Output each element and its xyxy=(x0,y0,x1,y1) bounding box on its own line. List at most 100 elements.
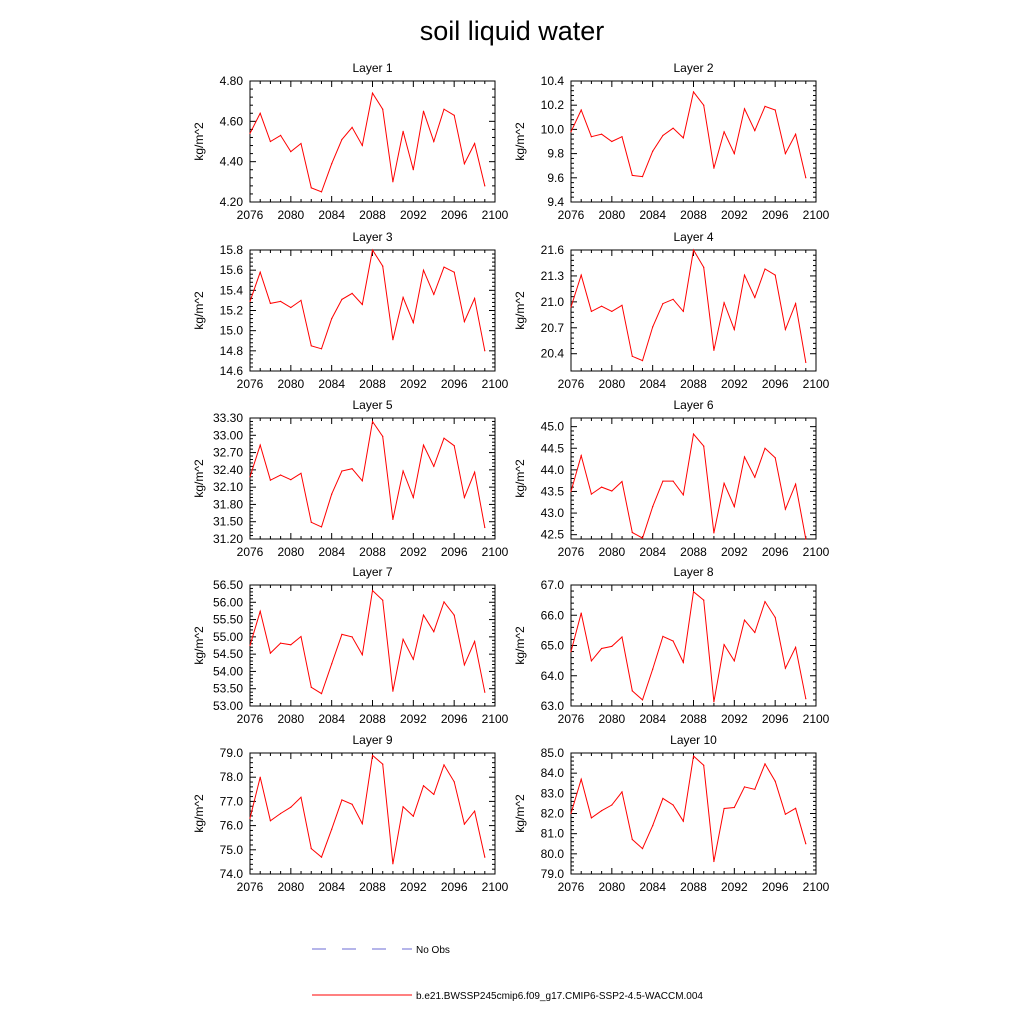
x-tick-label: 2096 xyxy=(762,712,789,726)
data-point xyxy=(703,104,705,106)
y-tick-label: 43.5 xyxy=(541,484,565,498)
data-point xyxy=(590,660,593,662)
x-tick-label: 2080 xyxy=(598,880,625,894)
data-point xyxy=(662,480,664,482)
data-point xyxy=(795,807,797,809)
y-tick-label: 53.50 xyxy=(213,682,243,696)
chart-panel: Layer 4 2076 2080 2084 2088 2092 2096 2100 20.4 2… xyxy=(513,230,830,391)
chart-panel: Layer 3 2076 2080 2084 2088 2092 2096 2100 14.6 1… xyxy=(192,230,509,391)
y-tick-label: 80.0 xyxy=(541,847,565,861)
x-tick-label: 2080 xyxy=(598,712,625,726)
data-point xyxy=(692,91,695,93)
data-point xyxy=(692,591,695,593)
data-point xyxy=(341,633,343,636)
data-point xyxy=(590,136,593,138)
data-point xyxy=(402,470,404,472)
x-tick-label: 2076 xyxy=(558,712,585,726)
data-point xyxy=(310,187,312,189)
data-point xyxy=(300,299,302,301)
data-point xyxy=(484,350,486,352)
data-point xyxy=(590,310,593,312)
data-point xyxy=(662,797,664,800)
data-point xyxy=(795,133,797,135)
data-point xyxy=(611,490,613,492)
y-tick-label: 83.0 xyxy=(541,786,565,800)
data-point xyxy=(641,848,644,850)
data-point xyxy=(290,479,292,481)
data-point xyxy=(382,763,384,765)
data-point xyxy=(320,348,323,350)
data-point xyxy=(692,249,695,251)
x-tick-label: 2092 xyxy=(400,712,427,726)
data-point xyxy=(601,133,603,135)
data-point xyxy=(310,345,312,347)
data-point xyxy=(723,482,725,484)
data-point xyxy=(433,293,435,295)
x-tick-label: 2084 xyxy=(318,208,345,222)
data-point xyxy=(733,660,735,662)
data-point xyxy=(320,856,323,858)
data-point xyxy=(310,521,312,523)
data-point xyxy=(733,153,735,155)
y-tick-label: 74.0 xyxy=(220,867,244,881)
x-tick-label: 2088 xyxy=(359,208,386,222)
data-point xyxy=(754,631,756,634)
x-tick-label: 2088 xyxy=(359,545,386,559)
panel-title: Layer 2 xyxy=(673,61,713,75)
y-tick-label: 43.0 xyxy=(541,506,565,520)
data-point xyxy=(259,444,261,446)
data-point xyxy=(795,483,797,485)
data-point xyxy=(382,108,384,110)
y-tick-label: 15.2 xyxy=(220,304,244,318)
y-axis-label: kg/m^2 xyxy=(192,122,206,161)
data-point xyxy=(713,860,715,863)
data-point xyxy=(341,799,343,801)
y-tick-label: 31.20 xyxy=(213,532,243,546)
data-point xyxy=(754,476,756,478)
y-tick-label: 15.4 xyxy=(220,283,244,297)
data-point xyxy=(672,640,674,642)
y-tick-label: 63.0 xyxy=(541,699,565,713)
data-point xyxy=(453,445,455,447)
data-point xyxy=(280,642,282,644)
x-tick-label: 2096 xyxy=(441,377,468,391)
y-tick-label: 75.0 xyxy=(220,843,244,857)
y-tick-label: 4.60 xyxy=(220,114,244,128)
y-tick-label: 9.6 xyxy=(547,171,564,185)
chart-panel: Layer 6 2076 2080 2084 2088 2092 2096 2100 42.5 4… xyxy=(513,398,830,559)
data-point xyxy=(412,815,414,817)
data-point xyxy=(443,437,445,439)
x-tick-label: 2084 xyxy=(318,880,345,894)
data-point xyxy=(351,803,353,805)
y-axis-label: kg/m^2 xyxy=(192,459,206,498)
data-point xyxy=(361,144,363,147)
data-point xyxy=(570,306,572,308)
x-tick-label: 2092 xyxy=(400,545,427,559)
x-tick-label: 2100 xyxy=(482,880,509,894)
data-point xyxy=(641,699,644,701)
series-line xyxy=(570,755,807,862)
panel-title: Layer 4 xyxy=(673,230,713,244)
x-tick-label: 2084 xyxy=(639,545,666,559)
data-point xyxy=(743,108,746,110)
data-point xyxy=(580,612,582,614)
data-point xyxy=(713,167,715,169)
data-point xyxy=(371,754,374,757)
data-point xyxy=(361,654,363,656)
data-point xyxy=(713,701,715,703)
data-point xyxy=(703,266,705,268)
data-point xyxy=(320,191,323,193)
plot-frame xyxy=(249,752,496,875)
x-tick-label: 2088 xyxy=(680,545,707,559)
data-point xyxy=(805,361,807,363)
data-point xyxy=(433,793,435,796)
y-tick-label: 76.0 xyxy=(220,819,244,833)
data-point xyxy=(269,479,271,481)
data-point xyxy=(580,778,582,780)
data-point xyxy=(754,296,756,299)
y-tick-label: 55.00 xyxy=(213,630,243,644)
x-tick-label: 2076 xyxy=(558,208,585,222)
y-axis-label: kg/m^2 xyxy=(513,291,527,330)
y-tick-label: 15.8 xyxy=(220,243,244,257)
y-tick-label: 10.4 xyxy=(541,74,565,88)
